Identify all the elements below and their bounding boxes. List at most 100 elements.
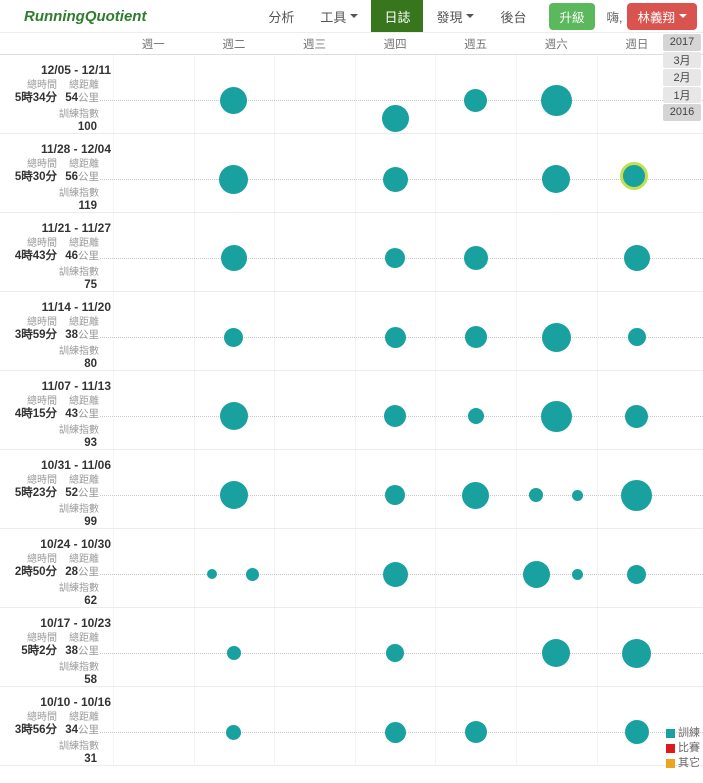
workout-bubble[interactable]	[219, 164, 249, 194]
total-time-value: 5時23分	[14, 487, 57, 499]
nav-item-admin[interactable]: 後台	[487, 0, 539, 32]
day-cell-4	[435, 687, 516, 765]
user-menu-button[interactable]: 林義翔	[627, 2, 697, 30]
nav-item-label: 分析	[268, 9, 295, 25]
day-cell-2	[274, 292, 355, 370]
sidebar-month-1月[interactable]: 1月	[663, 86, 701, 103]
day-cell-0	[113, 608, 194, 686]
sidebar-year-2017[interactable]: 2017	[663, 34, 701, 51]
workout-bubble[interactable]	[541, 322, 571, 352]
workout-bubble[interactable]	[464, 88, 488, 112]
workout-bubble[interactable]	[384, 721, 406, 743]
sidebar-year-2016[interactable]: 2016	[663, 104, 701, 121]
day-cell-1	[193, 134, 275, 212]
weekday-header-3: 週四	[383, 38, 407, 51]
workout-bubble[interactable]	[464, 326, 487, 348]
workout-bubble[interactable]	[386, 644, 405, 662]
weekday-header-6: 週日	[625, 38, 649, 51]
nav-item-label: 後台	[500, 9, 527, 25]
total-distance-value: 34公里	[65, 724, 99, 736]
workout-bubble[interactable]	[624, 720, 649, 744]
workout-bubble[interactable]	[462, 481, 490, 509]
workout-bubble[interactable]	[623, 245, 650, 271]
week-date-range: 10/24 - 10/30	[40, 537, 111, 551]
legend-label: 比賽	[678, 742, 700, 754]
total-distance-label: 總距離	[69, 80, 99, 91]
workout-bubble[interactable]	[219, 481, 248, 509]
chevron-down-icon	[679, 14, 687, 18]
day-columns	[113, 529, 677, 607]
workout-bubble[interactable]	[206, 569, 217, 579]
day-cell-1	[193, 450, 275, 528]
day-cell-5	[515, 371, 597, 449]
week-row: 10/24 - 10/30 總時間 2時50分 總距離 28公里 訓練指數 62	[0, 529, 703, 608]
training-index-value: 31	[84, 753, 97, 765]
brand-logo[interactable]: RunningQuotient	[24, 7, 147, 25]
total-time-label: 總時間	[27, 80, 57, 91]
workout-bubble[interactable]	[385, 485, 406, 505]
day-cell-3	[354, 608, 436, 686]
training-index-value: 80	[84, 358, 97, 370]
nav-item-discover[interactable]: 發現	[423, 0, 487, 32]
workout-bubble[interactable]	[219, 402, 248, 430]
workout-bubble[interactable]	[571, 489, 583, 501]
workout-bubble[interactable]	[226, 646, 241, 660]
workout-bubble[interactable]	[464, 721, 487, 743]
workout-bubble[interactable]	[384, 326, 406, 348]
workout-bubble[interactable]	[540, 84, 572, 116]
workout-bubble[interactable]	[621, 479, 653, 511]
total-distance-value: 52公里	[65, 487, 99, 499]
workout-bubble[interactable]	[467, 408, 484, 424]
day-cell-0	[113, 450, 194, 528]
workout-bubble[interactable]	[627, 564, 647, 584]
training-index-label: 訓練指數	[59, 109, 99, 120]
day-columns	[113, 134, 677, 212]
day-cell-2	[274, 213, 355, 291]
workout-bubble[interactable]	[625, 404, 649, 428]
week-summary: 10/17 - 10/23 總時間 5時2分 總距離 38公里 訓練指數 58	[0, 608, 113, 687]
day-cell-2	[274, 450, 355, 528]
week-summary: 11/21 - 11/27 總時間 4時43分 總距離 46公里 訓練指數 75	[0, 213, 113, 292]
workout-bubble[interactable]	[384, 405, 407, 427]
workout-bubble[interactable]	[220, 86, 248, 114]
workout-bubble-highlighted[interactable]	[619, 162, 648, 190]
nav-item-tools[interactable]: 工具	[307, 0, 371, 32]
week-summary: 11/14 - 11/20 總時間 3時59分 總距離 38公里 訓練指數 80	[0, 292, 113, 371]
workout-bubble[interactable]	[246, 567, 260, 581]
workout-bubble[interactable]	[522, 560, 550, 588]
workout-bubble[interactable]	[385, 248, 406, 268]
workout-bubble[interactable]	[542, 165, 571, 193]
week-row: 11/14 - 11/20 總時間 3時59分 總距離 38公里 訓練指數 80	[0, 292, 703, 371]
day-cell-0	[113, 55, 194, 133]
week-summary: 11/28 - 12/04 總時間 5時30分 總距離 56公里 訓練指數 11…	[0, 134, 113, 213]
workout-bubble[interactable]	[627, 328, 646, 346]
workout-bubble[interactable]	[463, 246, 488, 270]
upgrade-button[interactable]: 升級	[549, 2, 595, 30]
workout-bubble[interactable]	[540, 400, 572, 432]
sidebar-month-3月[interactable]: 3月	[663, 51, 701, 68]
workout-bubble[interactable]	[220, 245, 247, 271]
workout-bubble[interactable]	[529, 488, 544, 502]
workout-bubble[interactable]	[571, 568, 583, 580]
workout-bubble[interactable]	[622, 638, 652, 668]
day-cell-3	[354, 292, 436, 370]
nav-item-log[interactable]: 日誌	[371, 0, 424, 32]
workout-bubble[interactable]	[542, 639, 571, 667]
day-cell-3	[354, 213, 436, 291]
day-columns	[113, 213, 677, 291]
week-row: 10/10 - 10/16 總時間 3時56分 總距離 34公里 訓練指數 31	[0, 687, 703, 766]
day-columns	[113, 450, 677, 528]
workout-bubble[interactable]	[382, 166, 408, 192]
sidebar-month-2月[interactable]: 2月	[663, 69, 701, 86]
day-cell-4	[435, 213, 516, 291]
workout-bubble[interactable]	[381, 104, 409, 132]
total-time-label: 總時間	[27, 159, 57, 170]
workout-bubble[interactable]	[226, 724, 242, 740]
workout-bubble[interactable]	[224, 327, 244, 347]
user-name: 林義翔	[637, 10, 675, 25]
workout-bubble[interactable]	[382, 561, 408, 587]
day-cell-4	[435, 292, 516, 370]
total-time-label: 總時間	[27, 317, 57, 328]
day-cell-2	[274, 687, 355, 765]
nav-item-analysis[interactable]: 分析	[255, 0, 307, 32]
